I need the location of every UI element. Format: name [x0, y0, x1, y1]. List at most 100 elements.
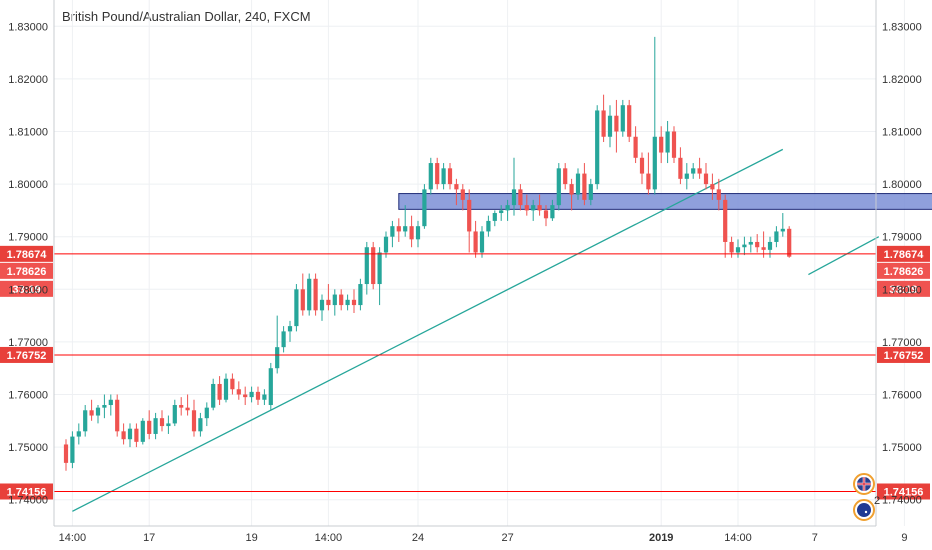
- candle-body: [473, 231, 478, 253]
- candle-body: [89, 410, 94, 416]
- candle-body: [748, 241, 753, 245]
- candle-body: [537, 205, 542, 211]
- candle-body: [409, 226, 414, 240]
- candle-body: [281, 331, 286, 348]
- x-tick: 24: [412, 532, 424, 544]
- currency-flags: 2: [853, 473, 880, 521]
- candle-body: [307, 278, 312, 311]
- x-tick: 14:00: [315, 532, 343, 544]
- chart-title: British Pound/Australian Dollar, 240, FX…: [62, 9, 311, 24]
- y-tick-right: 1.76000: [882, 390, 922, 402]
- candle-body: [319, 299, 325, 311]
- candle-body: [659, 136, 664, 153]
- candle-body: [441, 168, 446, 185]
- candle-body: [83, 410, 88, 432]
- y-tick-left: 1.74000: [8, 495, 48, 507]
- price-label-left-bg: [0, 245, 53, 262]
- y-tick-left: 1.78000: [8, 284, 48, 296]
- candle-body: [492, 213, 497, 221]
- candle-body: [652, 136, 657, 190]
- candle-body: [518, 189, 523, 206]
- candle-body: [569, 184, 574, 195]
- candle-body: [550, 205, 555, 219]
- candle-body: [134, 428, 139, 442]
- price-tag-right-bg: [877, 262, 930, 279]
- candle-body: [627, 105, 632, 137]
- candle-body: [115, 399, 120, 432]
- price-tag-left-bg: [0, 262, 53, 279]
- candle-body: [678, 157, 683, 179]
- price-tag-left-bg: [0, 280, 53, 297]
- candle-body: [249, 391, 254, 398]
- y-tick-right: 1.75000: [882, 442, 922, 454]
- y-tick-right: 1.82000: [882, 74, 922, 86]
- price-label-right: 1.76752: [884, 350, 924, 362]
- price-label-left-bg: [0, 483, 53, 500]
- au-flag-icon[interactable]: [853, 499, 875, 521]
- candle-body: [166, 423, 171, 427]
- candle-body: [121, 431, 126, 440]
- candle-body: [153, 418, 158, 434]
- candle-body: [479, 231, 485, 253]
- price-label-right: 1.74156: [884, 486, 924, 498]
- candles: [63, 36, 792, 471]
- grid: [54, 0, 905, 526]
- price-label-left-bg: [0, 346, 53, 363]
- candle-body: [255, 391, 261, 400]
- price-label-left: 1.74156: [7, 486, 47, 498]
- candle-body: [607, 115, 613, 137]
- candle-body: [185, 407, 190, 411]
- candle-body: [575, 173, 581, 195]
- candle-body: [243, 394, 248, 398]
- candle-body: [204, 407, 209, 419]
- candle-body: [761, 247, 766, 250]
- candle-body: [639, 157, 645, 174]
- candle-body: [383, 236, 389, 253]
- candle-body: [505, 205, 510, 211]
- price-label-left: 1.76752: [7, 350, 47, 362]
- candle-body: [217, 383, 222, 400]
- candle-body: [697, 168, 702, 174]
- price-tag-left: 33:19: [12, 284, 40, 296]
- y-tick-left: 1.79000: [8, 232, 48, 244]
- candle-body: [326, 299, 331, 306]
- au-flag-base: [857, 503, 871, 517]
- price-tag-left: 1.78626: [7, 266, 47, 278]
- resistance-zone-rect: [398, 193, 932, 210]
- uk-flag-icon[interactable]: [853, 473, 875, 495]
- candle-body: [447, 168, 453, 185]
- candle-body: [236, 389, 241, 395]
- candle-body: [287, 326, 293, 332]
- candle-body: [268, 368, 273, 406]
- candle-body: [531, 205, 536, 211]
- candle-body: [275, 347, 280, 369]
- candle-body: [198, 418, 203, 432]
- y-tick-left: 1.82000: [8, 74, 48, 86]
- candle-body: [332, 294, 337, 306]
- candle-body: [63, 444, 69, 463]
- price-tag-right: 33:19: [889, 284, 917, 296]
- candle-body: [147, 420, 152, 434]
- price-tag-right: 1.78626: [884, 266, 924, 278]
- candle-body: [787, 228, 792, 257]
- x-tick: 7: [812, 532, 818, 544]
- candle-body: [403, 226, 408, 232]
- price-label-right-bg: [877, 346, 930, 363]
- price-label-right-bg: [877, 483, 930, 500]
- candle-body: [313, 278, 318, 311]
- candle-body: [556, 168, 561, 206]
- candle-body: [223, 378, 229, 400]
- candle-body: [102, 405, 107, 408]
- price-label-right: 1.78674: [884, 249, 925, 261]
- x-tick: 2019: [649, 532, 673, 544]
- candle-body: [159, 418, 165, 427]
- candle-body: [390, 226, 395, 237]
- candle-body: [543, 210, 549, 219]
- y-tick-left: 1.76000: [8, 390, 48, 402]
- candle-body: [723, 199, 728, 242]
- candle-body: [460, 189, 465, 200]
- candle-body: [262, 394, 267, 400]
- au-flag-star: [864, 510, 868, 514]
- resistance-zone: [398, 193, 932, 210]
